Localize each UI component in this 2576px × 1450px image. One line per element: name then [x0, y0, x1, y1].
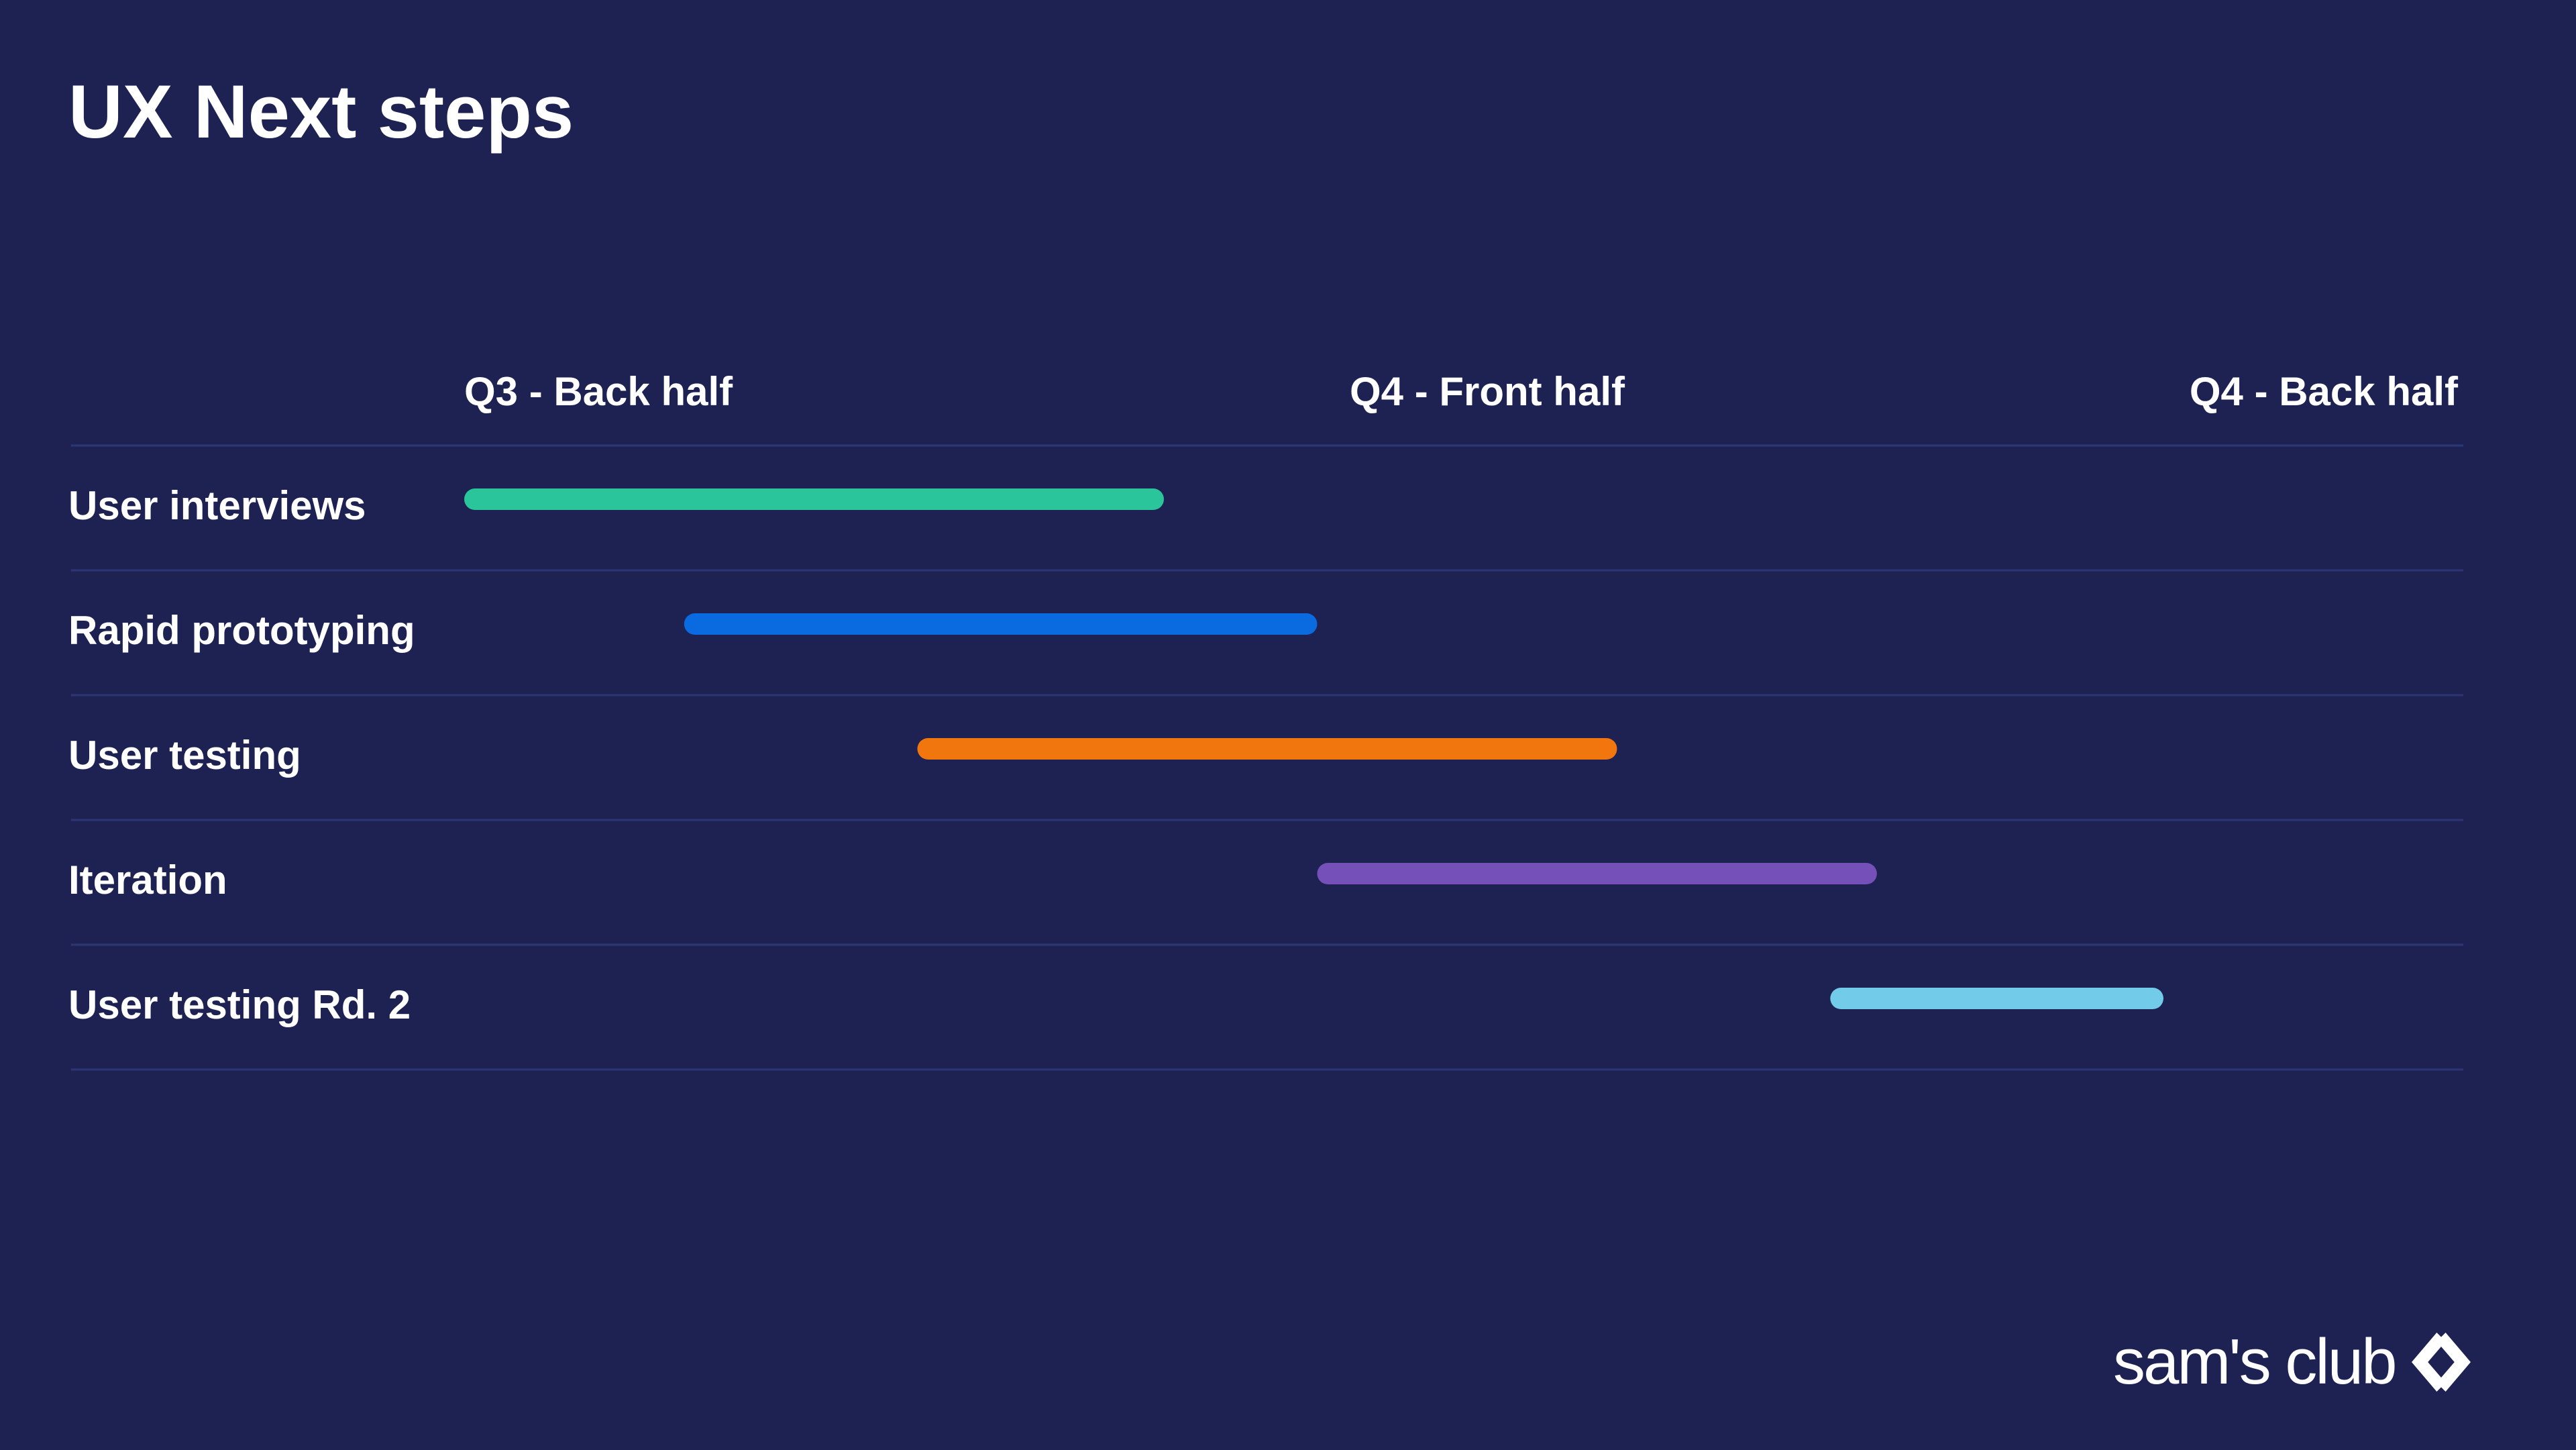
task-label: User testing — [68, 733, 301, 778]
task-label: Iteration — [68, 858, 227, 902]
diamond-chevron-logo-icon — [2412, 1333, 2471, 1392]
task-label: Rapid prototyping — [68, 608, 415, 653]
period-label: Q4 - Front half — [1350, 369, 1625, 414]
period-label: Q3 - Back half — [464, 369, 733, 414]
task-bar — [684, 613, 1318, 635]
task-bar — [1830, 988, 2163, 1009]
task-label: User testing Rd. 2 — [68, 982, 411, 1027]
task-bar — [917, 738, 1617, 760]
sams-club-logo: sam's club — [2113, 1322, 2478, 1402]
period-label: Q4 - Back half — [2190, 369, 2459, 414]
task-label: User interviews — [68, 483, 366, 528]
task-bar — [464, 488, 1164, 510]
task-bar — [1317, 863, 1877, 884]
page-title: UX Next steps — [68, 70, 574, 154]
logo-text: sam's club — [2113, 1326, 2397, 1398]
